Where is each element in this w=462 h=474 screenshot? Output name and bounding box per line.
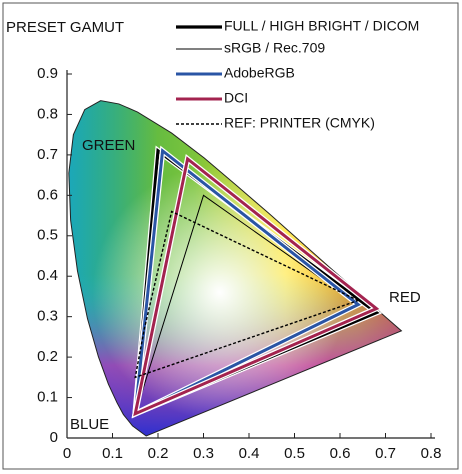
- annotation: BLUE: [70, 416, 109, 433]
- y-tick-label: 0.4: [37, 267, 58, 284]
- gamut: [134, 210, 361, 379]
- chart-title: PRESET GAMUT: [6, 19, 124, 36]
- annotation: RED: [389, 289, 421, 306]
- frame: [2, 2, 459, 470]
- legend-label: AdobeRGB: [224, 65, 295, 81]
- x-tick-label: 0.6: [330, 445, 351, 462]
- annotation: GREEN: [82, 137, 135, 154]
- y-tick-label: 0.7: [37, 146, 58, 163]
- x-tick-label: 0.3: [193, 445, 214, 462]
- x-tick-label: 0.8: [421, 445, 442, 462]
- y-tick-label: 0.2: [37, 348, 58, 365]
- legend-label: REF: PRINTER (CMYK): [224, 115, 375, 131]
- x-tick-label: 0.7: [375, 445, 396, 462]
- x-tick-label: 0.2: [148, 445, 169, 462]
- y-tick-label: 0.8: [37, 105, 58, 122]
- y-tick-label: 0.3: [37, 308, 58, 325]
- y-tick-label: 0: [50, 429, 58, 446]
- y-tick-label: 0.6: [37, 186, 58, 203]
- legend-label: sRGB / Rec.709: [224, 40, 325, 56]
- y-tick-label: 0.5: [37, 227, 58, 244]
- x-tick-label: 0.1: [102, 445, 123, 462]
- gamut: [133, 156, 380, 417]
- gamut: [133, 147, 362, 417]
- x-tick-label: 0: [63, 445, 71, 462]
- spectral-locus: [68, 100, 403, 437]
- x-tick-label: 0.4: [239, 445, 260, 462]
- y-tick-label: 0.1: [37, 389, 58, 406]
- y-tick-label: 0.9: [37, 65, 58, 82]
- legend-label: DCI: [224, 90, 248, 106]
- x-tick-label: 0.5: [284, 445, 305, 462]
- legend-label: FULL / HIGH BRIGHT / DICOM: [224, 18, 419, 34]
